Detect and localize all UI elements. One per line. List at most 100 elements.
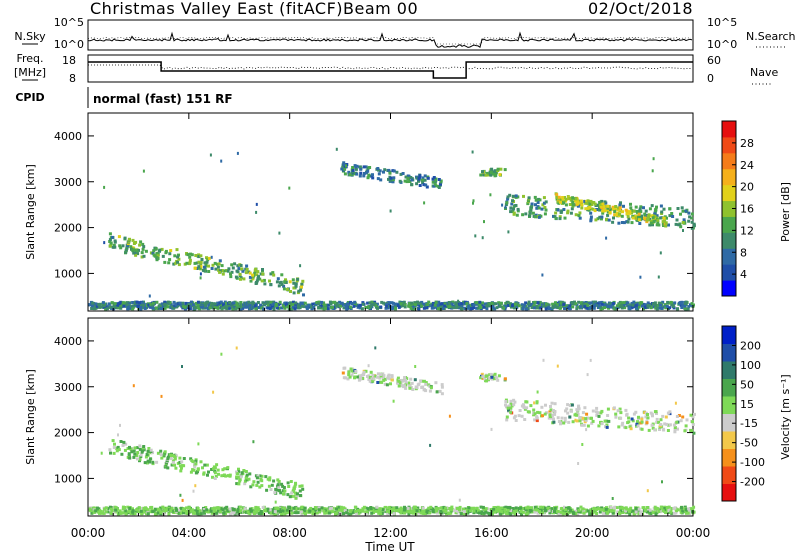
data-cell [595, 512, 599, 515]
y-tick-label: 2000 [54, 222, 82, 235]
figure-title: Christmas Valley East (fitACF) [90, 0, 343, 18]
data-cell [481, 236, 484, 240]
data-cell [304, 512, 307, 516]
data-cell [294, 282, 298, 286]
data-cell [242, 469, 246, 472]
data-cell [514, 194, 518, 198]
data-cell [353, 164, 357, 168]
data-cell [408, 305, 412, 309]
data-cell [517, 414, 521, 418]
data-cell [556, 208, 560, 212]
data-cell [493, 372, 497, 376]
data-cell [293, 484, 297, 488]
data-cell [667, 223, 670, 227]
data-cell [283, 489, 287, 493]
data-cell [527, 304, 531, 307]
data-cell [513, 400, 517, 404]
data-cell [175, 248, 179, 252]
data-cell [377, 511, 381, 515]
data-cell [391, 508, 394, 511]
data-cell [113, 505, 117, 509]
data-cell [291, 305, 295, 309]
data-cell [292, 281, 296, 285]
data-cell [124, 442, 128, 446]
colorbar-segment [722, 264, 736, 281]
data-cell [639, 214, 643, 218]
freq-series [88, 61, 693, 79]
data-cell [679, 419, 683, 423]
data-cell [558, 215, 562, 219]
data-cell [522, 194, 525, 198]
data-cell [607, 218, 611, 222]
data-cell [589, 301, 593, 305]
data-cell [675, 218, 679, 222]
data-cell [327, 303, 331, 307]
data-cell [659, 423, 663, 426]
data-cell [524, 307, 528, 311]
data-cell [561, 507, 565, 511]
data-cell [512, 211, 516, 215]
data-cell [634, 507, 638, 510]
data-cell [586, 206, 590, 210]
data-cell [658, 301, 662, 305]
data-cell [384, 306, 388, 310]
data-cell [681, 509, 685, 513]
data-cell [194, 306, 197, 310]
data-cell [655, 420, 659, 424]
data-cell [408, 302, 411, 305]
data-cell [493, 506, 497, 509]
data-cell [607, 306, 610, 310]
data-cell [253, 271, 257, 275]
data-cell [420, 178, 424, 182]
data-cell [440, 385, 444, 389]
data-cell [354, 167, 358, 171]
data-cell [463, 302, 466, 306]
data-cell [286, 481, 290, 485]
data-cell [445, 305, 449, 309]
data-cell [405, 180, 409, 184]
data-cell [357, 304, 361, 308]
data-cell [553, 304, 557, 308]
data-cell [415, 176, 419, 180]
data-cell [199, 260, 203, 264]
data-cell [171, 461, 175, 465]
data-cell [577, 508, 581, 512]
data-cell [139, 453, 143, 457]
data-cell [442, 509, 446, 513]
data-cell [616, 409, 620, 413]
data-cell [631, 303, 635, 307]
data-cell [317, 302, 321, 306]
data-cell [127, 509, 131, 513]
data-cell [361, 301, 365, 305]
data-cell [141, 247, 145, 251]
data-cell [421, 511, 425, 515]
data-cell [385, 383, 389, 387]
data-cell [376, 372, 380, 376]
data-cell [683, 429, 687, 433]
data-cell [464, 508, 468, 512]
data-cell [142, 254, 146, 258]
data-cell [271, 303, 274, 306]
data-cell [426, 508, 430, 512]
data-cell [553, 510, 556, 513]
data-cell [429, 505, 433, 509]
data-cell [245, 267, 249, 271]
data-cell [614, 415, 618, 419]
data-cell [277, 284, 281, 288]
data-cell [642, 307, 646, 311]
data-cell [539, 508, 543, 512]
data-cell [542, 201, 546, 205]
data-cell [504, 203, 508, 207]
data-cell [193, 465, 197, 469]
data-cell [302, 293, 305, 297]
data-cell [171, 454, 175, 457]
data-cell [567, 506, 571, 510]
data-cell [450, 302, 454, 306]
data-cell [524, 508, 528, 512]
data-cell [217, 506, 221, 510]
data-cell [200, 305, 204, 309]
data-cell [665, 216, 668, 220]
data-cell [114, 508, 118, 512]
data-cell [168, 252, 172, 256]
data-cell [128, 306, 132, 310]
